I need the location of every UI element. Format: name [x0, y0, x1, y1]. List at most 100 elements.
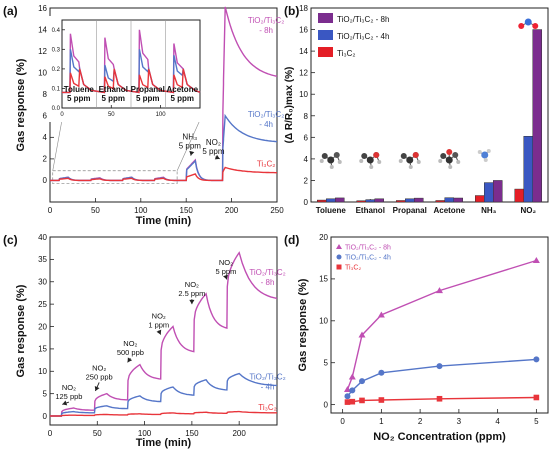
panel-b-toluene-molecule-icon-atom [337, 160, 342, 164]
panel-b-ethanol-molecule-icon-atom [369, 165, 374, 169]
panel-c-tag: (c) [3, 233, 18, 247]
panel-d-legend-label: TiO₂/Ti₃C₂ - 4h [345, 255, 391, 262]
panel-c-series-line [50, 251, 278, 417]
panel-c-annotation: 2.5 ppm [178, 289, 205, 298]
panel-b-bar [523, 136, 533, 203]
panel-c-series-label: - 4h [261, 382, 275, 391]
panel-b-nh3-molecule-icon-atom [477, 150, 482, 154]
panel-a-annotation: 5 ppm [202, 147, 225, 156]
panel-b-y-tick-label: 6 [304, 133, 309, 142]
panel-b-acetone-molecule-icon-atom [445, 156, 453, 164]
panel-b-no2-molecule-icon-atom [518, 23, 525, 29]
panel-b-y-tick-label: 12 [299, 69, 308, 78]
panel-d-y-tick-label: 5 [324, 359, 329, 368]
panel-a-inset-x-tick-label: 0 [60, 112, 64, 118]
panel-c-annotation: 250 ppb [86, 372, 113, 381]
panel-d-x-tick-label: 1 [379, 417, 384, 426]
panel-b-bar [317, 199, 327, 203]
panel-b-bar [365, 199, 375, 203]
panel-b-y-tick-label: 10 [299, 90, 308, 99]
panel-a-inset-y-tick-label: 0.2 [52, 67, 61, 73]
panel-c-annotation: 500 ppb [117, 348, 144, 357]
panel-a-inset-y-tick-label: 0.1 [52, 86, 61, 92]
panel-d-y-tick-label: 15 [319, 275, 328, 284]
panel-c-y-tick-label: 20 [38, 322, 47, 331]
panel-d-x-tick-label: 5 [534, 417, 539, 426]
panel-b-legend-label: TiO₂/Ti₃C₂ - 8h [337, 15, 389, 24]
panel-d-point-marker [359, 397, 365, 404]
panel-d-legend-marker [336, 264, 342, 270]
panel-b-bar [532, 29, 542, 203]
panel-a-tag: (a) [3, 4, 18, 18]
panel-d-point-marker [349, 387, 356, 394]
panel-c-series-line [50, 372, 278, 417]
panel-b-legend-label: TiO₂/Ti₃C₂ - 4h [337, 32, 389, 41]
panel-a-zoom-region [52, 170, 178, 185]
panel-a-inset-series-line [62, 68, 201, 94]
panel-c-y-tick-label: 40 [38, 233, 47, 242]
panel-c-y-tick-label: 35 [38, 255, 47, 264]
panel-d-point-marker [377, 311, 385, 318]
panel-c-annotation-arrow-head [156, 329, 162, 335]
panel-d-x-tick-label: 0 [340, 417, 345, 426]
panel-b-category-label: Toluene [316, 206, 347, 215]
panel-b-ethanol-molecule-icon-atom [377, 160, 382, 164]
panel-c-annotation: NO₂ [92, 363, 106, 372]
panel-b-bar-chart: (b) 0 2 4 6 8 10 12 14 16 18 (Δ R/R₀)max (%) Toluene… [284, 4, 549, 215]
panel-d-point-marker [344, 399, 351, 405]
panel-a-y-tick-label: 12 [38, 47, 47, 56]
panel-a-inset-gas-label: Acetone [166, 85, 198, 94]
panel-b-y-tick-label: 16 [299, 26, 308, 35]
panel-b-nh3-molecule-icon-atom [483, 158, 488, 162]
panel-b-toluene-molecule-icon-atom [333, 152, 340, 158]
panel-b-bar [475, 195, 485, 203]
panel-d-frame [330, 236, 549, 414]
panel-d-point-marker [359, 378, 365, 385]
panel-d-x-axis-label: NO₂ Concentration (ppm) [373, 431, 506, 443]
panel-b-acetone-molecule-icon-atom [456, 160, 461, 164]
panel-b-ethanol-molecule-icon-atom [366, 156, 374, 164]
panel-b-y-tick-label: 2 [304, 176, 309, 185]
panel-c-y-tick-label: 15 [38, 345, 47, 354]
panel-a-y-tick-label: 14 [38, 25, 47, 34]
panel-c-annotation-arrow-head [127, 357, 133, 363]
panel-a-annotation-arrow-head [214, 154, 220, 160]
panel-a-x-axis-label: Time (min) [136, 215, 192, 227]
panel-c-line-chart: (c) 0 50 100 150 200 0 5 10 15 20 25 30 35 40 Time (min… [3, 233, 286, 449]
panel-c-series-label: - 8h [261, 278, 275, 287]
panel-b-propanal-molecule-icon-atom [416, 160, 421, 164]
panel-d-series-line [346, 259, 537, 390]
panel-b-bar [356, 200, 366, 203]
panel-c-series-label: Ti₃C₂ [258, 403, 277, 412]
panel-b-bar [326, 198, 336, 203]
panel-b-legend-swatch [318, 13, 333, 23]
panel-a-x-tick-label: 250 [270, 206, 284, 215]
panel-b-acetone-molecule-icon-atom [448, 165, 453, 169]
panel-b-bar [374, 198, 384, 203]
panel-d-point-marker [348, 373, 356, 380]
panel-a-annotation: NO₂ [206, 138, 221, 147]
panel-c-x-tick-label: 100 [138, 429, 152, 438]
panel-d-point-marker [349, 398, 356, 405]
panel-a-x-tick-label: 200 [225, 206, 239, 215]
panel-c-y-tick-label: 30 [38, 278, 47, 287]
panel-c-x-axis-label: Time (min) [136, 437, 192, 449]
panel-b-acetone-molecule-icon-atom [446, 149, 453, 155]
panel-d-y-tick-label: 0 [324, 400, 329, 409]
panel-b-nh3-molecule-icon-atom [486, 149, 491, 153]
panel-d-point-marker [436, 287, 443, 294]
panel-b-legend-label: Ti₃C₂ [337, 49, 356, 58]
panel-c-annotation-arrow-head [189, 299, 195, 305]
panel-c-series-line [50, 410, 277, 417]
panel-b-propanal-molecule-icon-atom [412, 152, 419, 158]
panel-b-y-axis-label: (Δ R/R₀)max (%) [284, 67, 295, 144]
panel-c-annotation: NO₂ [62, 383, 76, 392]
panel-d-point-marker [532, 256, 540, 263]
panel-b-y-tick-label: 18 [299, 4, 308, 13]
panel-b-propanal-molecule-icon-atom [408, 165, 413, 169]
panel-b-y-tick-label: 14 [299, 47, 308, 56]
panel-c-y-axis-label: Gas response (%) [15, 284, 27, 377]
panel-a-inset-x-tick-label: 50 [108, 112, 115, 118]
panel-a-annotation-arrow-head [189, 150, 195, 156]
